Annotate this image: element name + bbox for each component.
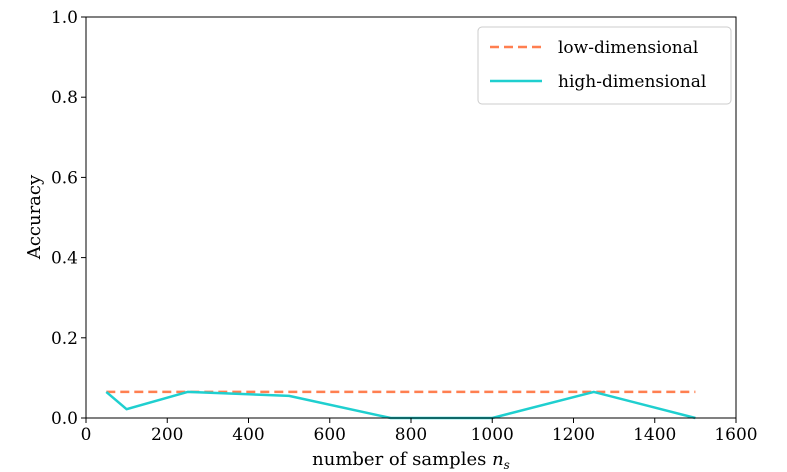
y-axis: 0.0 0.2 0.4 0.6 0.8 1.0 — [51, 8, 86, 429]
x-tick-label: 1600 — [714, 425, 757, 445]
legend-label-high-dimensional: high-dimensional — [558, 72, 706, 92]
y-tick-label: 1.0 — [51, 8, 78, 28]
x-tick-label: 600 — [314, 425, 346, 445]
y-tick-label: 0.4 — [51, 249, 78, 269]
x-tick-label: 400 — [232, 425, 264, 445]
y-tick-label: 0.8 — [51, 88, 78, 108]
legend-label-low-dimensional: low-dimensional — [558, 38, 698, 58]
y-axis-label: Accuracy — [24, 174, 45, 260]
y-tick-label: 0.0 — [51, 409, 78, 429]
x-tick-label: 200 — [151, 425, 183, 445]
x-axis-label-subscript: s — [504, 458, 510, 472]
x-tick-label: 1200 — [552, 425, 595, 445]
y-tick-label: 0.2 — [51, 329, 78, 349]
x-axis: 0 200 400 600 800 1000 1200 1400 1600 — [81, 418, 758, 445]
x-axis-label-text: number of samples — [312, 449, 486, 470]
series-layer — [105, 390, 696, 420]
legend-frame — [477, 26, 732, 105]
x-tick-label: 1400 — [633, 425, 676, 445]
x-axis-label: number of samples ns — [312, 449, 510, 472]
y-tick-label: 0.6 — [51, 168, 78, 188]
x-tick-label: 1000 — [471, 425, 514, 445]
x-axis-label-symbol: n — [492, 449, 504, 470]
x-tick-label: 0 — [81, 425, 92, 445]
series-line-high-dimensional — [105, 390, 696, 420]
x-tick-label: 800 — [395, 425, 427, 445]
legend: low-dimensional high-dimensional — [477, 26, 732, 105]
